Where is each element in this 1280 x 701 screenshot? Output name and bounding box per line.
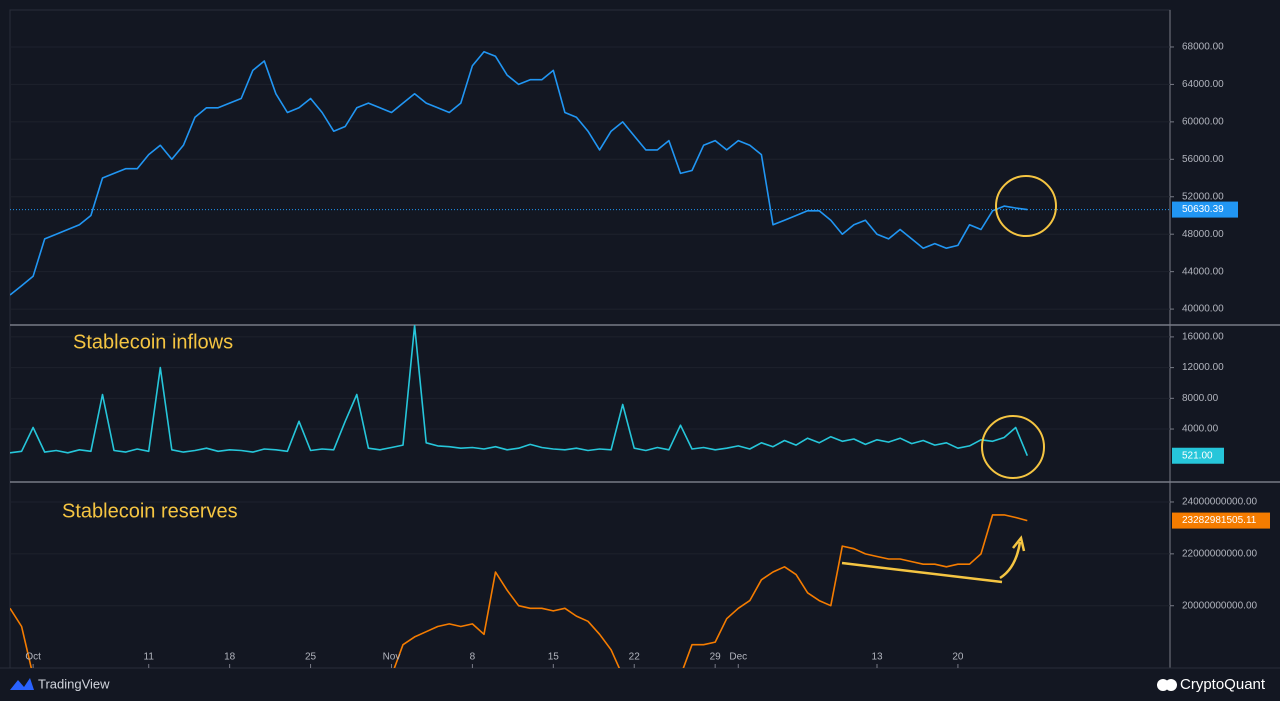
x-tick-label: 20 [952,652,964,663]
brand-right: CryptoQuant [1180,676,1266,693]
y-tick-label: 44000.00 [1182,266,1224,277]
x-tick-label: 11 [144,652,155,663]
brand-left: TradingView [38,676,110,691]
last-value-label: 521.00 [1182,450,1213,461]
highlight-circle [981,415,1045,479]
y-tick-label: 8000.00 [1182,393,1219,404]
highlight-circle [995,175,1057,237]
series-line [10,50,1028,296]
x-tick-label: 18 [224,652,236,663]
last-value-tag [1172,512,1270,529]
x-tick-label: 25 [305,652,317,663]
x-tick-label: Dec [729,652,747,663]
last-value-label: 23282981505.11 [1182,515,1257,526]
tradingview-logo [10,678,34,690]
x-tick-label: 13 [871,652,883,663]
last-value-tag [1172,447,1224,464]
x-tick-label: 15 [548,652,560,663]
trend-arrow [999,541,1022,580]
y-tick-label: 48000.00 [1182,229,1224,240]
last-value-tag [1172,201,1238,218]
pane-title: Stablecoin reserves [62,500,238,522]
y-tick-label: 64000.00 [1182,79,1224,90]
x-tick-label: 29 [710,652,722,663]
series-line [10,325,1029,457]
series [10,325,1029,457]
series [10,514,1028,668]
y-tick-label: 56000.00 [1182,154,1224,165]
y-tick-label: 4000.00 [1182,424,1219,435]
y-tick-label: 24000000000.00 [1182,497,1258,508]
series [10,50,1028,296]
series-line [10,514,1028,668]
x-tick-label: 22 [629,652,641,663]
y-tick-label: 52000.00 [1182,191,1224,202]
pane-title: Stablecoin inflows [73,331,233,353]
x-tick-label: Oct [25,652,41,663]
x-tick-label: Nov [383,652,401,663]
trend-arrow-head [1012,535,1026,552]
cryptoquant-logo [1157,679,1177,691]
y-tick-label: 20000000000.00 [1182,600,1258,611]
y-tick-label: 60000.00 [1182,117,1224,128]
plot-layer: 40000.00 44000.00 48000.00 52000.00 56000.00… [10,42,1270,668]
y-tick-label: 68000.00 [1182,42,1224,53]
y-tick-label: 12000.00 [1182,362,1224,373]
y-tick-label: 40000.00 [1182,304,1224,315]
x-tick-label: 8 [470,652,476,663]
trend-line [841,561,1003,584]
y-tick-label: 22000000000.00 [1182,548,1258,559]
y-tick-label: 16000.00 [1182,332,1224,343]
last-value-label: 50630.39 [1182,204,1224,215]
